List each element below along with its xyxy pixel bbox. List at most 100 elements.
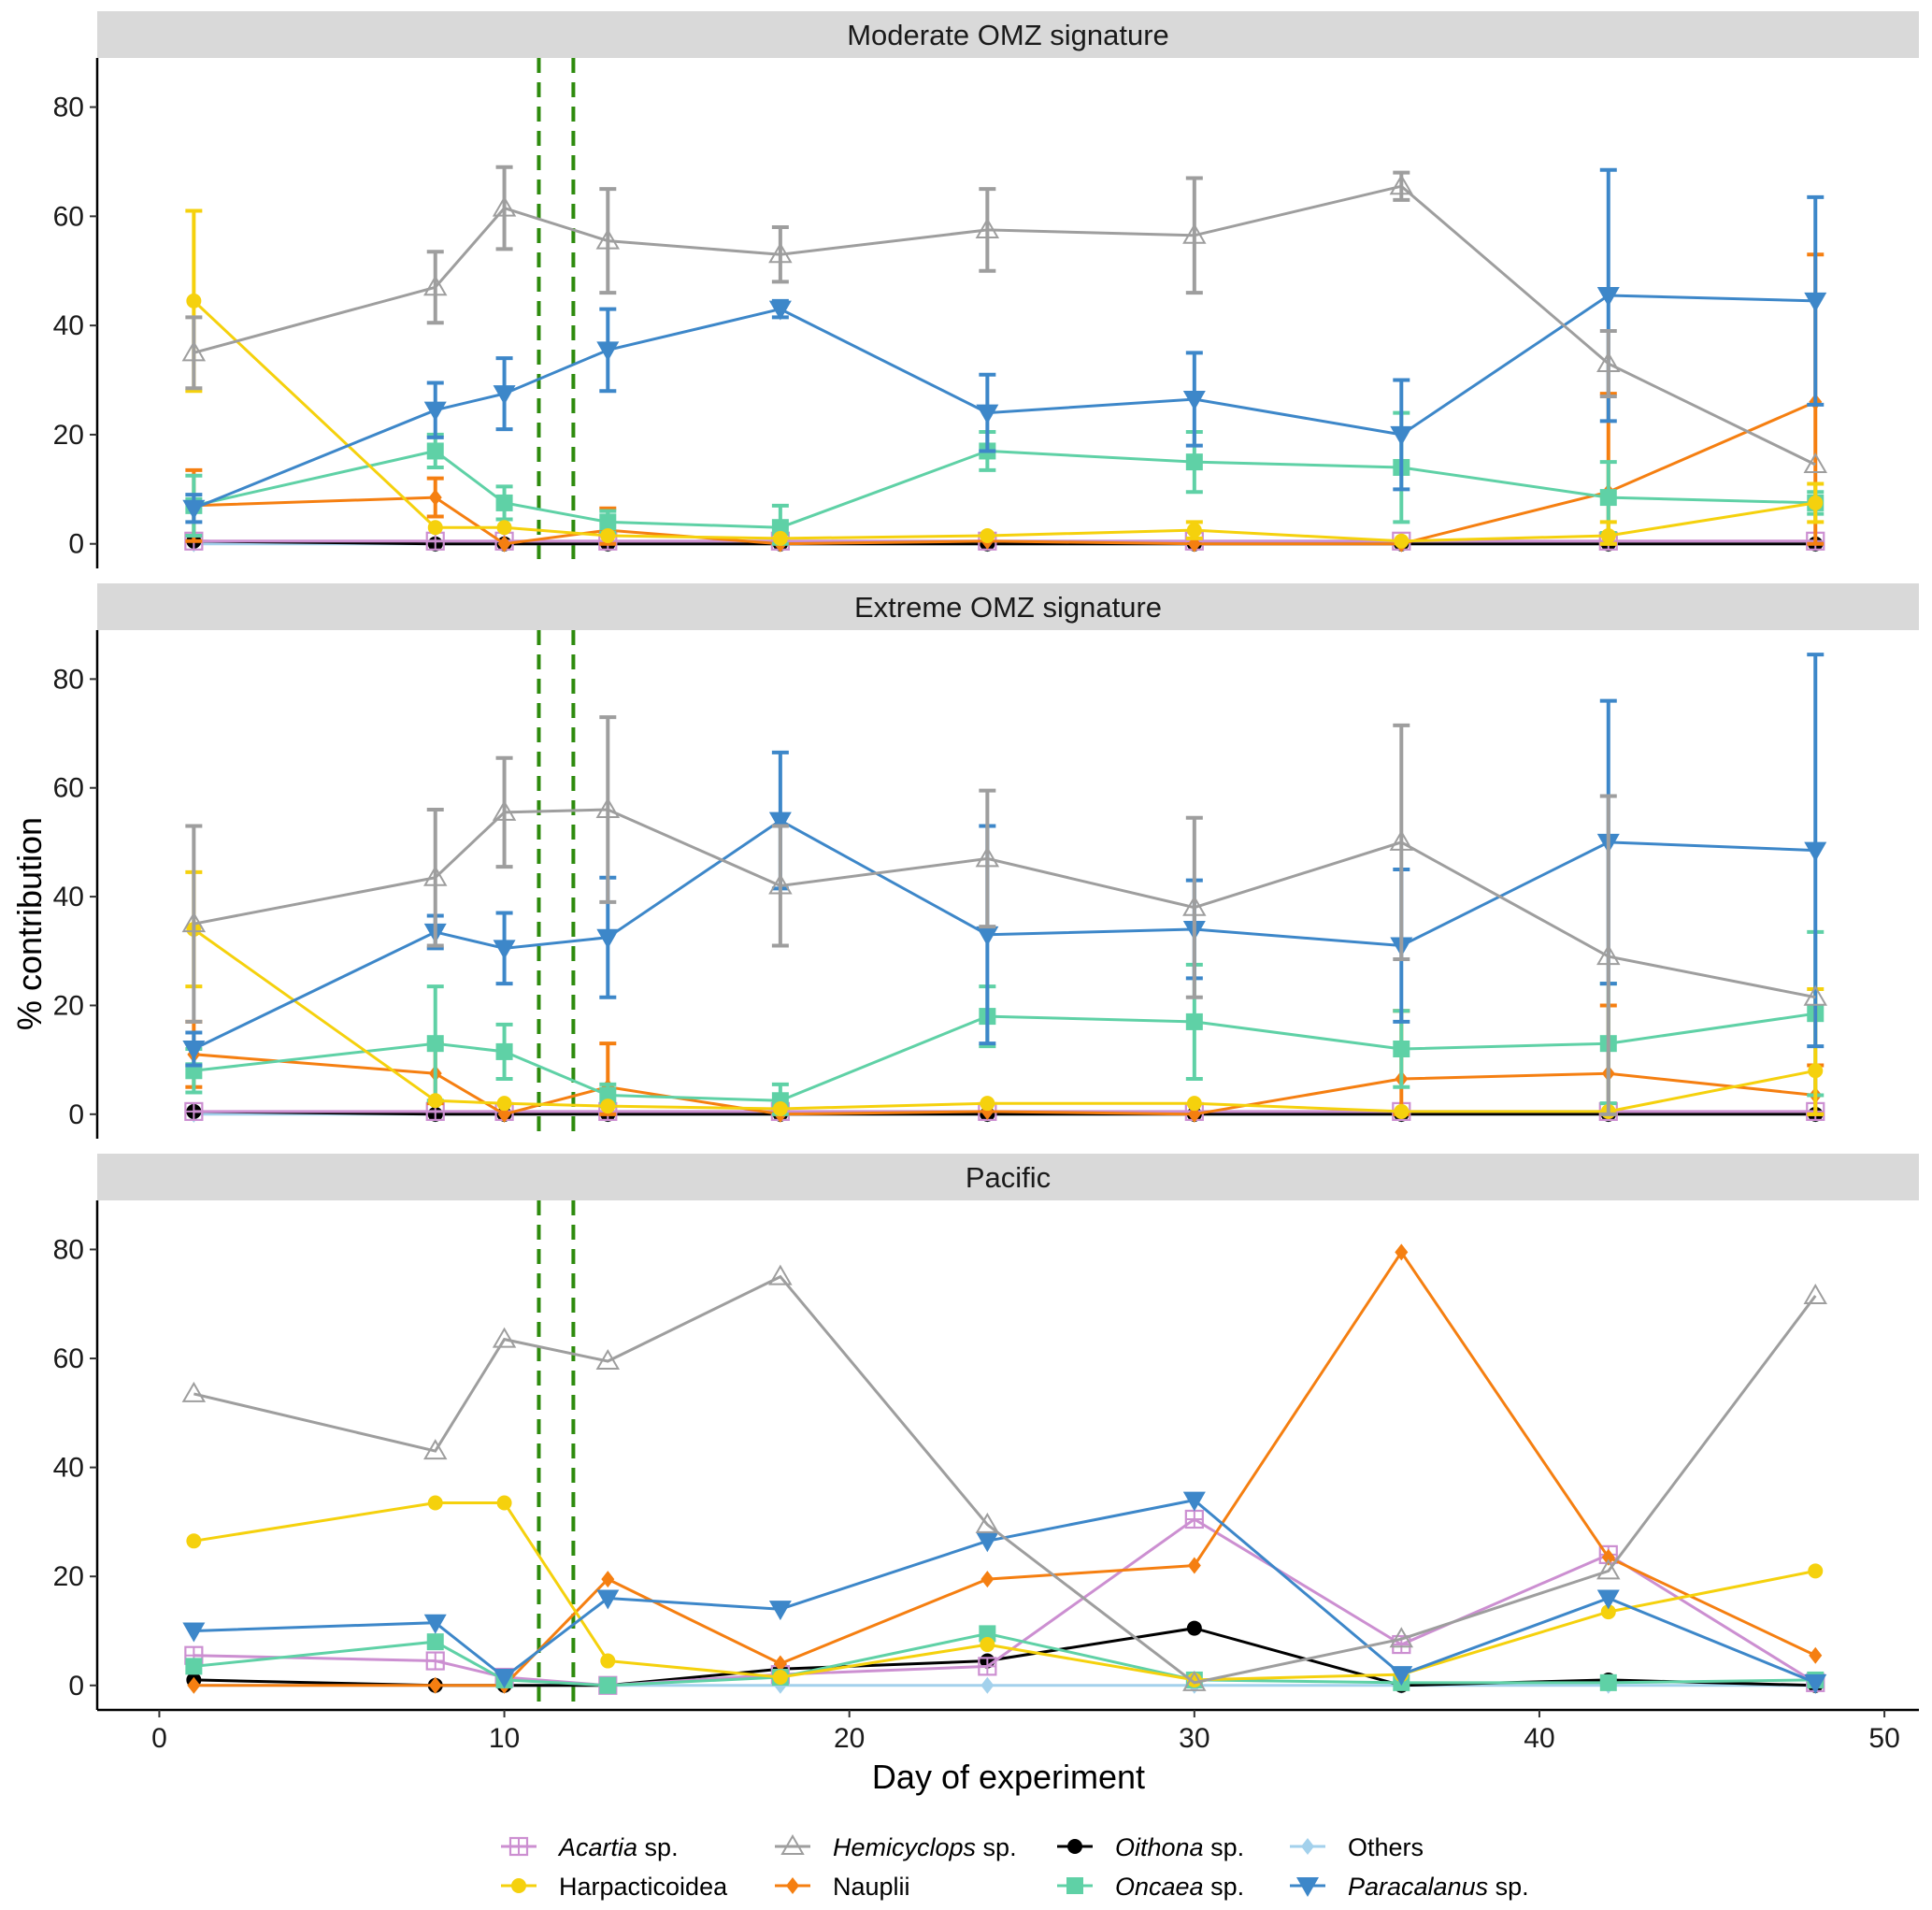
panel-title: Pacific [966,1161,1051,1194]
data-point-nauplii [1601,1548,1615,1566]
legend-item-hemicyclops: Hemicyclops sp. [775,1833,1017,1861]
y-tick-label: 40 [53,310,84,341]
data-point-oncaea [185,1658,203,1675]
data-point-paracalanus [596,341,620,362]
x-tick-label: 20 [834,1723,865,1754]
legend-label: Others [1348,1833,1424,1861]
data-point-oncaea [1185,453,1203,471]
data-point-harpacticoidea [1808,1563,1824,1579]
data-point-paracalanus [493,385,516,406]
data-point-harpacticoidea [980,527,995,543]
data-point-hemicyclops [1182,223,1207,244]
data-point-hemicyclops [423,865,448,886]
data-point-paracalanus [1182,1491,1206,1512]
data-point-hemicyclops [181,912,207,933]
x-tick-label: 50 [1868,1723,1899,1754]
y-tick-label: 80 [53,93,84,123]
series-paracalanus [182,1491,1827,1694]
data-point-harpacticoidea [1394,1103,1410,1119]
data-point-hemicyclops [975,846,1000,868]
data-point-harpacticoidea [1186,1672,1202,1687]
x-tick-label: 10 [489,1723,520,1754]
data-point-harpacticoidea [427,1093,443,1109]
y-tick-label: 80 [53,664,84,695]
series-line-harpacticoidea [193,299,1816,543]
legend-label: Harpacticoidea [559,1873,728,1901]
legend-marker-hemicyclops [780,1834,805,1855]
data-point-nauplii [497,535,511,553]
data-point-oncaea [979,1625,996,1643]
legend-label: Hemicyclops sp. [833,1833,1017,1861]
series-line-oncaea [193,449,1816,529]
legend-marker-acartia [508,1836,529,1857]
data-point-oncaea [426,1035,444,1053]
data-point-nauplii [187,1676,201,1694]
data-point-nauplii [980,1571,995,1588]
data-point-harpacticoidea [600,1099,616,1114]
panel-strip [97,11,1919,58]
data-point-oncaea [1599,489,1617,507]
data-point-nauplii [601,1571,615,1588]
data-point-paracalanus [493,940,516,960]
data-point-paracalanus [423,401,447,422]
data-point-hemicyclops [1803,452,1827,474]
data-point-harpacticoidea [496,1495,512,1511]
panel-title: Extreme OMZ signature [854,591,1162,624]
data-point-harpacticoidea [1186,523,1202,539]
series-line-acartia [193,1517,1817,1687]
data-point-hemicyclops [492,1327,517,1348]
series-line-paracalanus [193,1498,1816,1685]
data-point-hemicyclops [1803,1284,1827,1305]
data-point-paracalanus [976,404,999,424]
data-point-hemicyclops [181,1381,207,1402]
x-axis: 0 10 20 30 40 50 [97,1708,1919,1754]
data-point-harpacticoidea [186,1533,202,1549]
y-tick-label: 20 [53,1561,84,1592]
data-point-paracalanus [1804,841,1827,862]
data-point-harpacticoidea [1394,533,1410,549]
data-point-nauplii [1809,1646,1823,1664]
data-point-oncaea [426,442,444,460]
data-point-oncaea [1393,1041,1410,1057]
data-point-oncaea [599,1676,617,1694]
panel-3: Pacific 0 20 40 60 80 [53,1154,1919,1710]
series-line-hemicyclops [193,184,1816,467]
panel-strip [97,583,1919,630]
legend-marker-others [1301,1838,1314,1855]
legend-item-others: Others [1290,1833,1424,1861]
y-tick-label: 40 [53,1453,84,1484]
data-point-harpacticoidea [1600,527,1616,543]
data-point-acartia [184,1101,204,1122]
data-point-harpacticoidea [600,1653,616,1669]
data-point-hemicyclops [1596,352,1621,373]
data-point-harpacticoidea [496,1096,512,1112]
y-axis-title: % contribution [10,817,49,1030]
y-tick-label: 20 [53,420,84,451]
series-nauplii [187,1243,1823,1694]
data-point-oncaea [599,513,617,531]
data-point-acartia [978,1657,997,1676]
data-point-harpacticoidea [1808,1063,1824,1079]
data-point-oncaea [426,1633,444,1651]
data-point-paracalanus [1390,1666,1413,1687]
legend-label: Nauplii [833,1873,910,1901]
data-point-harpacticoidea [980,1096,995,1112]
data-point-nauplii [1187,1557,1201,1574]
data-point-hemicyclops [1389,829,1414,851]
data-point-hemicyclops [768,242,793,264]
data-point-hemicyclops [181,340,207,362]
data-point-paracalanus [768,300,792,321]
data-point-paracalanus [182,1041,206,1060]
data-point-oithona [1186,1620,1202,1636]
data-point-hemicyclops [1803,984,1827,1006]
legend-marker-oncaea [1066,1877,1083,1894]
data-point-paracalanus [596,928,620,949]
data-point-paracalanus [768,811,792,832]
data-point-nauplii [773,1655,787,1673]
data-point-hemicyclops [1389,1627,1414,1648]
data-point-harpacticoidea [1186,1096,1202,1112]
panel-title: Moderate OMZ signature [847,19,1169,51]
legend-marker-harpacticoidea [511,1878,526,1893]
data-point-harpacticoidea [186,293,202,309]
